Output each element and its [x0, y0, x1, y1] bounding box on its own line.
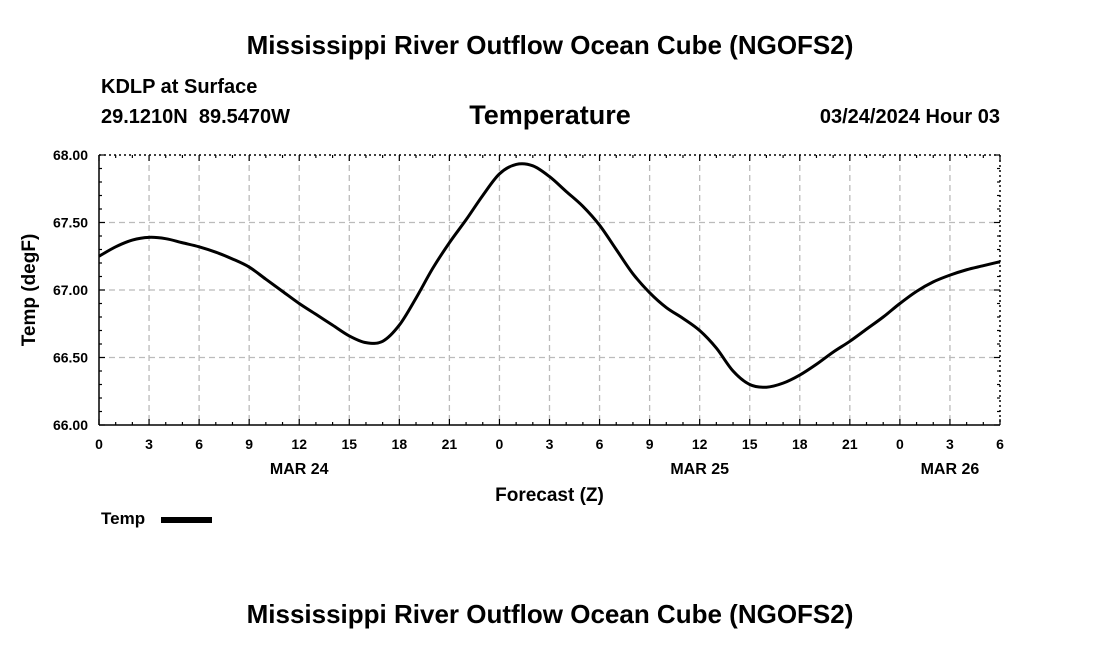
x-tick-label: 3	[145, 436, 153, 452]
x-day-label: MAR 25	[670, 461, 729, 478]
x-tick-label: 0	[896, 436, 904, 452]
x-axis-title: Forecast (Z)	[495, 485, 604, 506]
legend-line-swatch	[161, 517, 212, 523]
x-tick-label: 12	[291, 436, 307, 452]
y-tick-label: 68.00	[53, 147, 88, 163]
series-line-temp	[98, 162, 1001, 389]
x-tick-label: 9	[646, 436, 654, 452]
x-tick-label: 21	[442, 436, 458, 452]
x-tick-label: 6	[996, 436, 1004, 452]
x-tick-label: 6	[596, 436, 604, 452]
x-day-label: MAR 26	[921, 461, 980, 478]
x-tick-label: 3	[946, 436, 954, 452]
y-tick-label: 66.00	[53, 417, 88, 433]
y-tick-label: 66.50	[53, 350, 88, 366]
y-axis-title: Temp (degF)	[19, 234, 40, 347]
x-tick-label: 15	[341, 436, 357, 452]
forecast-datetime: 03/24/2024 Hour 03	[819, 106, 1000, 128]
x-tick-label: 21	[842, 436, 858, 452]
x-tick-label: 15	[742, 436, 758, 452]
x-tick-label: 3	[546, 436, 554, 452]
x-tick-label: 18	[792, 436, 808, 452]
coordinates-label: 29.1210N 89.5470W	[101, 106, 291, 128]
legend-label: Temp	[101, 509, 146, 528]
x-tick-label: 0	[496, 436, 504, 452]
x-tick-label: 0	[95, 436, 103, 452]
x-tick-label: 12	[692, 436, 708, 452]
footer-title: Mississippi River Outflow Ocean Cube (NG…	[246, 599, 854, 629]
y-tick-label: 67.50	[53, 215, 88, 231]
station-label: KDLP at Surface	[101, 76, 258, 98]
chart-title: Temperature	[469, 100, 631, 130]
x-tick-label: 18	[392, 436, 408, 452]
y-tick-label: 67.00	[53, 282, 88, 298]
x-day-label: MAR 24	[270, 461, 329, 478]
page-title: Mississippi River Outflow Ocean Cube (NG…	[246, 30, 854, 60]
x-tick-label: 9	[245, 436, 253, 452]
x-tick-label: 6	[195, 436, 203, 452]
